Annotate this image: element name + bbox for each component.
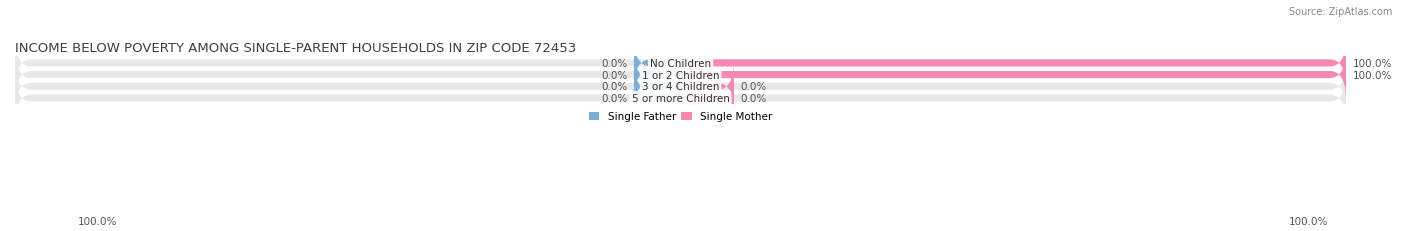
Text: 1 or 2 Children: 1 or 2 Children <box>641 70 720 80</box>
FancyBboxPatch shape <box>15 73 1346 124</box>
Text: 100.0%: 100.0% <box>77 216 117 226</box>
Text: 100.0%: 100.0% <box>1289 216 1329 226</box>
Text: 100.0%: 100.0% <box>1353 70 1392 80</box>
FancyBboxPatch shape <box>681 38 1346 89</box>
FancyBboxPatch shape <box>634 50 681 101</box>
FancyBboxPatch shape <box>634 73 681 124</box>
Text: 5 or more Children: 5 or more Children <box>631 94 730 103</box>
Text: 3 or 4 Children: 3 or 4 Children <box>641 82 720 92</box>
Legend: Single Father, Single Mother: Single Father, Single Mother <box>585 108 776 126</box>
Text: 0.0%: 0.0% <box>602 82 627 92</box>
FancyBboxPatch shape <box>15 61 1346 112</box>
FancyBboxPatch shape <box>681 73 734 124</box>
FancyBboxPatch shape <box>634 61 681 112</box>
Text: 0.0%: 0.0% <box>602 70 627 80</box>
Text: 0.0%: 0.0% <box>741 82 766 92</box>
FancyBboxPatch shape <box>15 38 1346 89</box>
Text: No Children: No Children <box>650 59 711 69</box>
FancyBboxPatch shape <box>681 61 734 112</box>
Text: 0.0%: 0.0% <box>602 59 627 69</box>
Text: Source: ZipAtlas.com: Source: ZipAtlas.com <box>1288 7 1392 17</box>
FancyBboxPatch shape <box>634 38 681 89</box>
FancyBboxPatch shape <box>681 50 1346 101</box>
FancyBboxPatch shape <box>15 50 1346 101</box>
Text: INCOME BELOW POVERTY AMONG SINGLE-PARENT HOUSEHOLDS IN ZIP CODE 72453: INCOME BELOW POVERTY AMONG SINGLE-PARENT… <box>15 41 576 54</box>
Text: 100.0%: 100.0% <box>1353 59 1392 69</box>
Text: 0.0%: 0.0% <box>741 94 766 103</box>
Text: 0.0%: 0.0% <box>602 94 627 103</box>
